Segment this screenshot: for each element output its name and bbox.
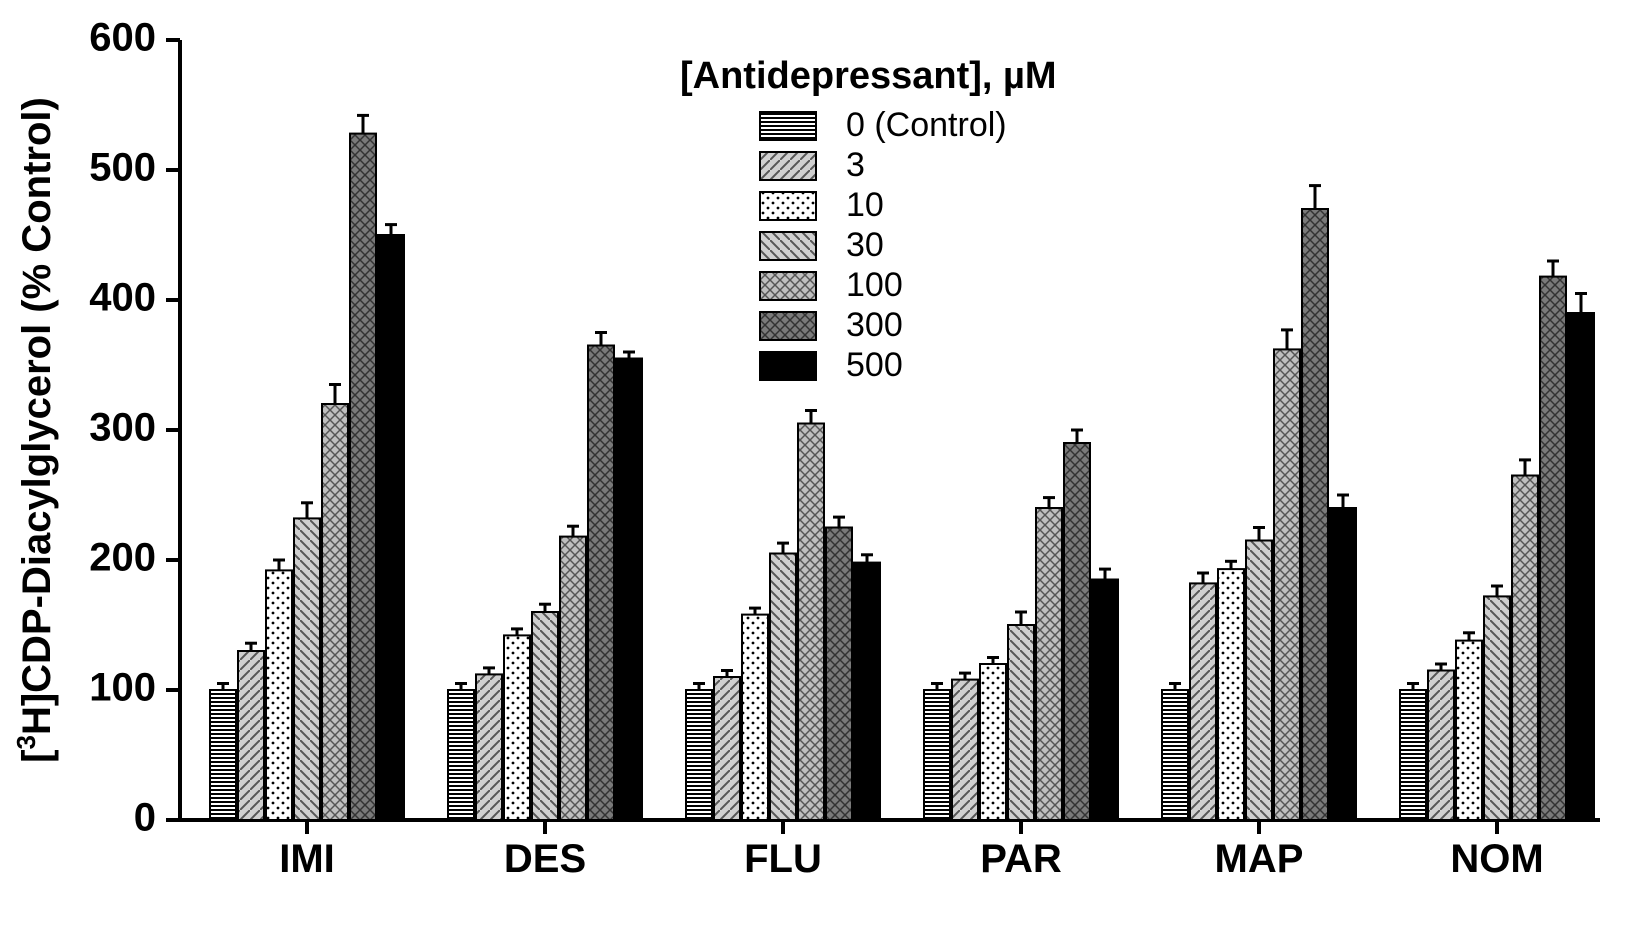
- x-tick-label: DES: [504, 837, 586, 881]
- bar: [798, 424, 824, 821]
- bar: [1512, 476, 1538, 821]
- bar: [714, 677, 740, 820]
- bar: [1568, 313, 1594, 820]
- y-tick-label: 300: [89, 406, 156, 450]
- bar: [1162, 690, 1188, 820]
- bar: [210, 690, 236, 820]
- bar: [322, 404, 348, 820]
- legend-label: 100: [846, 266, 903, 304]
- y-axis-label: [3H]CDP-Diacylglycerol (% Control): [11, 97, 59, 763]
- legend-swatch: [760, 152, 816, 180]
- x-tick-label: IMI: [279, 837, 335, 881]
- legend-label: 300: [846, 306, 903, 344]
- bar: [1190, 583, 1216, 820]
- x-tick-label: NOM: [1450, 837, 1543, 881]
- bar: [1008, 625, 1034, 820]
- bar: [560, 537, 586, 820]
- bar: [686, 690, 712, 820]
- legend-swatch: [760, 312, 816, 340]
- y-tick-label: 0: [134, 796, 156, 840]
- legend-swatch: [760, 352, 816, 380]
- bar: [826, 528, 852, 821]
- bar-chart: 0 100 200 300 400 500 600 [3H]CDP-Diacylglycero…: [0, 0, 1644, 927]
- legend-swatch: [760, 232, 816, 260]
- bar: [1302, 209, 1328, 820]
- legend-swatch: [760, 272, 816, 300]
- bar: [504, 635, 530, 820]
- y-tick-label: 600: [89, 16, 156, 60]
- legend-title: [Antidepressant], µM: [680, 55, 1057, 97]
- y-tick-label: 100: [89, 666, 156, 710]
- legend-label: 10: [846, 186, 884, 224]
- x-tick-label: FLU: [744, 837, 822, 881]
- bar: [616, 359, 642, 821]
- bar: [532, 612, 558, 820]
- bar: [1218, 569, 1244, 820]
- legend-label: 500: [846, 346, 903, 384]
- bar: [1428, 671, 1454, 821]
- legend-label: 0 (Control): [846, 106, 1007, 144]
- legend-label: 3: [846, 146, 865, 184]
- bar: [1456, 641, 1482, 820]
- bar: [1246, 541, 1272, 821]
- bar: [378, 235, 404, 820]
- legend-swatch: [760, 112, 816, 140]
- bar: [476, 674, 502, 820]
- bar: [1400, 690, 1426, 820]
- bar: [350, 134, 376, 820]
- bar: [1330, 508, 1356, 820]
- bar: [924, 690, 950, 820]
- legend-label: 30: [846, 226, 884, 264]
- x-tick-label: PAR: [980, 837, 1062, 881]
- bar: [1092, 580, 1118, 821]
- bar: [1036, 508, 1062, 820]
- bar: [238, 651, 264, 820]
- legend-swatch: [760, 192, 816, 220]
- x-tick-label: MAP: [1215, 837, 1304, 881]
- bar: [1274, 349, 1300, 820]
- bar: [1064, 443, 1090, 820]
- chart-container: 0 100 200 300 400 500 600 [3H]CDP-Diacylglycero…: [0, 0, 1644, 927]
- bar: [952, 680, 978, 820]
- y-tick-label: 400: [89, 276, 156, 320]
- bar: [1540, 277, 1566, 820]
- bar: [854, 563, 880, 820]
- bar: [266, 570, 292, 820]
- bar: [1484, 596, 1510, 820]
- y-tick-label: 500: [89, 146, 156, 190]
- bar: [588, 346, 614, 821]
- bar: [448, 690, 474, 820]
- bar: [294, 518, 320, 820]
- bar: [770, 554, 796, 821]
- bar: [742, 615, 768, 820]
- y-tick-label: 200: [89, 536, 156, 580]
- bar: [980, 664, 1006, 820]
